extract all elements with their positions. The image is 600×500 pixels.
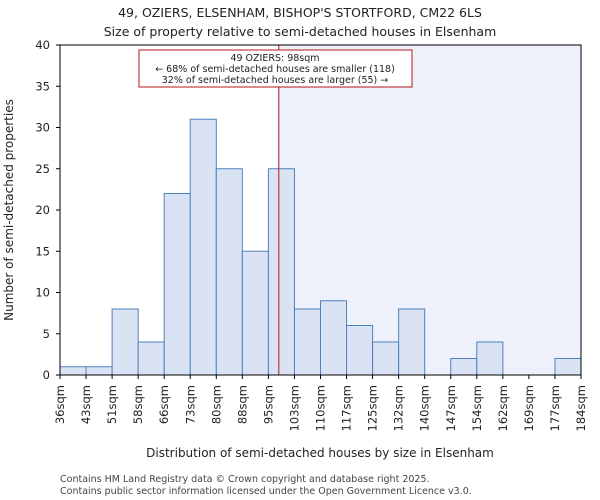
x-tick-label: 36sqm [53, 385, 67, 424]
bar-43sqm [85, 366, 113, 376]
annotation-frame [138, 49, 413, 88]
x-tick-label: 154sqm [470, 385, 484, 431]
x-tick-label: 169sqm [522, 385, 536, 431]
x-tick-label: 88sqm [235, 385, 249, 424]
x-tick-label: 125sqm [366, 385, 380, 431]
y-tick-label: 5 [43, 327, 50, 341]
bar-110sqm [320, 300, 348, 376]
footer-licence: Contains public sector information licen… [60, 486, 472, 497]
x-tick-label: 66sqm [157, 385, 171, 424]
bar-66sqm [163, 193, 191, 376]
annotation-smaller: ← 68% of semi-detached houses are smalle… [155, 64, 395, 75]
bar-147sqm [450, 358, 478, 376]
x-tick-label: 95sqm [261, 385, 275, 424]
bar-58sqm [137, 341, 165, 376]
x-tick-label: 147sqm [444, 385, 458, 431]
x-axis-label: Distribution of semi-detached houses by … [146, 446, 494, 460]
x-tick-label: 80sqm [209, 385, 223, 424]
x-tick-label: 51sqm [105, 385, 119, 424]
x-tick-label: 117sqm [340, 385, 354, 431]
x-tick-label: 177sqm [548, 385, 562, 431]
y-axis-label: Number of semi-detached properties [2, 99, 16, 321]
x-tick-label: 43sqm [79, 385, 93, 424]
bar-177sqm [554, 358, 582, 376]
y-tick-label: 20 [35, 203, 50, 217]
x-tick-label: 184sqm [574, 385, 588, 431]
y-tick-label: 30 [35, 121, 50, 135]
bar-125sqm [372, 341, 400, 376]
annotation-box: 49 OZIERS: 98sqm ← 68% of semi-detached … [138, 49, 413, 88]
bar-51sqm [111, 308, 139, 376]
y-tick-label: 10 [35, 286, 50, 300]
y-tick-label: 25 [35, 162, 50, 176]
y-tick-label: 35 [35, 79, 50, 93]
bar-95sqm [267, 168, 295, 376]
bar-36sqm [59, 366, 87, 376]
x-tick-label: 58sqm [131, 385, 145, 424]
x-tick-label: 132sqm [392, 385, 406, 431]
chart-subtitle: Size of property relative to semi-detach… [104, 24, 497, 39]
bar-80sqm [215, 168, 243, 376]
plot-area: 0 5 10 15 20 25 30 35 40 36sqm 43sqm 51sqm 58sqm 66sq… [35, 38, 588, 431]
y-tick-label: 0 [43, 368, 50, 382]
footer-copyright: Contains HM Land Registry data © Crown c… [60, 474, 430, 485]
bar-103sqm [293, 308, 322, 376]
bar-154sqm [476, 341, 504, 376]
bar-117sqm [346, 325, 374, 376]
x-tick-label: 162sqm [496, 385, 510, 431]
x-tick-label: 103sqm [287, 385, 301, 431]
bar-132sqm [398, 308, 426, 376]
annotation-larger: 32% of semi-detached houses are larger (… [162, 75, 389, 86]
chart-title: 49, OZIERS, ELSENHAM, BISHOP'S STORTFORD… [118, 5, 482, 20]
x-tick-label: 110sqm [314, 385, 328, 431]
x-tick-label: 140sqm [418, 385, 432, 431]
y-tick-label: 15 [35, 244, 50, 258]
bar-73sqm [189, 118, 217, 376]
bar-88sqm [241, 250, 269, 376]
x-tick-label: 73sqm [183, 385, 197, 424]
y-tick-label: 40 [35, 38, 50, 52]
annotation-title: 49 OZIERS: 98sqm [230, 53, 319, 64]
